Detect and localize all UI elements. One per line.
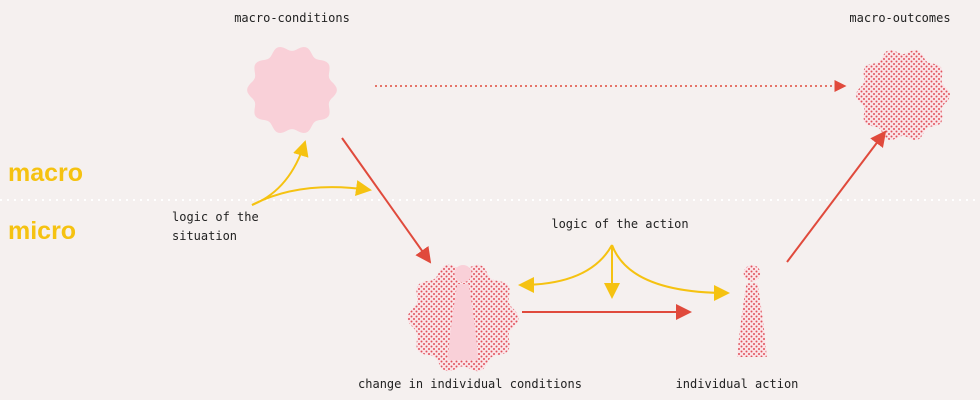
person-head bbox=[454, 265, 472, 283]
level-label: macro bbox=[8, 159, 83, 187]
blob bbox=[247, 47, 337, 133]
action-arrow bbox=[518, 244, 613, 293]
down-arrow bbox=[341, 137, 432, 264]
annotation: logic of the action bbox=[551, 217, 688, 231]
node-label: macro-conditions bbox=[234, 11, 350, 25]
situation-arrow bbox=[251, 140, 309, 206]
annotation: logic of the situation bbox=[172, 210, 259, 243]
blob bbox=[855, 49, 951, 141]
action-arrow bbox=[611, 244, 730, 301]
blobs bbox=[247, 47, 951, 372]
node-label: macro-outcomes bbox=[849, 11, 950, 25]
node-label: change in individual conditions bbox=[358, 377, 582, 391]
up-arrow bbox=[786, 130, 887, 263]
node-label: individual action bbox=[676, 377, 799, 391]
person-head bbox=[743, 265, 761, 282]
situation-arrow bbox=[251, 180, 372, 206]
person-body bbox=[737, 283, 767, 357]
person-body bbox=[447, 284, 479, 360]
level-label: micro bbox=[8, 217, 76, 245]
